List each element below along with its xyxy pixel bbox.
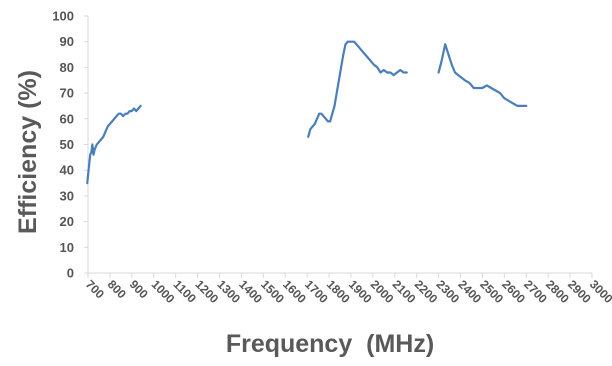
y-tick-label: 40 [60,163,74,178]
y-tick-label: 80 [60,60,74,75]
y-tick-label: 100 [52,9,74,24]
x-tick-label: 1600 [280,277,309,306]
y-tick-label: 10 [60,240,74,255]
x-tick-label: 2800 [543,277,572,306]
y-tick-label: 60 [60,111,74,126]
x-tick-label: 2900 [565,277,594,306]
y-axis: 0 10 20 30 40 50 60 70 80 90 100 [52,9,89,281]
x-tick-label: 2500 [477,277,506,306]
x-axis-title: Frequency (MHz) [226,330,434,358]
x-tick-label: 700 [83,277,107,301]
y-tick-label: 30 [60,188,74,203]
y-tick-label: 20 [60,214,74,229]
x-tick-label: 2600 [499,277,528,306]
x-tick-label: 1300 [214,277,243,306]
x-tick-label: 1200 [192,277,221,306]
y-tick-label: 70 [60,86,74,101]
series-line-2 [307,40,408,138]
y-tick-label: 50 [60,137,74,152]
x-tick-label: 2300 [433,277,462,306]
series-line-1 [86,104,142,185]
x-tick-label: 1800 [324,277,353,306]
x-tick-label: 1700 [302,277,331,306]
y-tick-label: 0 [67,266,74,281]
series-group [86,40,528,185]
x-tick-label: 1400 [236,277,265,306]
x-tick-label: 1100 [171,277,200,306]
x-tick-label: 900 [127,277,151,301]
y-tick-label: 90 [60,34,74,49]
x-tick-label: 2000 [368,277,397,306]
y-axis-title: Efficiency (%) [14,70,42,234]
x-tick-label: 1500 [258,277,287,306]
x-tick-label: 1900 [346,277,375,306]
x-axis: 7008009001000110012001300140015001600170… [83,272,612,306]
x-tick-label: 1000 [149,277,178,306]
x-tick-label: 800 [105,277,129,301]
x-tick-label: 2200 [412,277,441,306]
x-tick-label: 2700 [521,277,550,306]
x-tick-label: 2100 [390,277,419,306]
x-tick-label: 2400 [455,277,484,306]
series-line-3 [437,43,528,108]
